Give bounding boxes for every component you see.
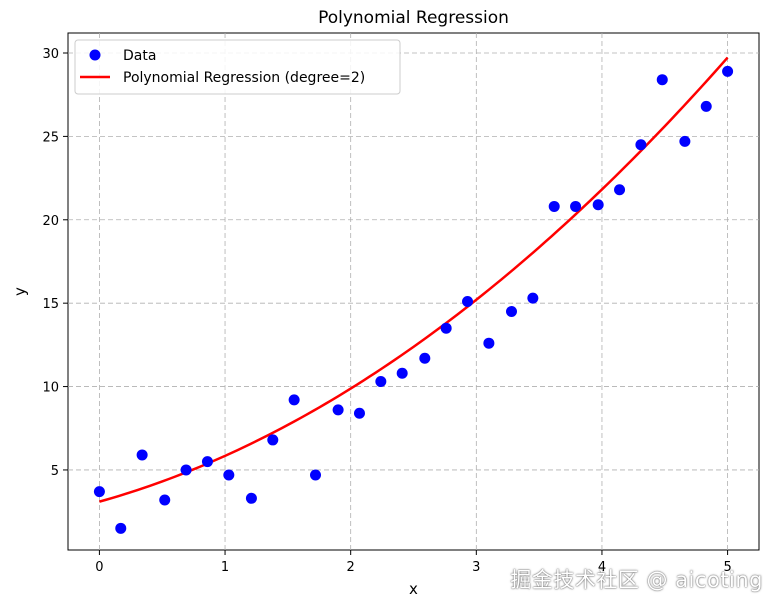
data-point: [375, 376, 387, 388]
data-point: [136, 449, 148, 461]
regression-line-group: [99, 56, 729, 503]
x-tick-label: 0: [95, 560, 103, 575]
x-tick-label: 2: [347, 560, 355, 575]
data-point: [159, 494, 171, 506]
data-point: [288, 394, 300, 406]
data-point: [462, 296, 474, 308]
legend-label-regression: Polynomial Regression (degree=2): [123, 70, 365, 86]
x-tick-label: 1: [221, 560, 229, 575]
data-point: [722, 65, 734, 77]
legend-box: [74, 39, 401, 95]
x-tick-label: 3: [472, 560, 480, 575]
axis-ticks: 0 1 2 3 4 5 5 10 15 20 25 30: [42, 47, 731, 575]
data-point: [93, 486, 105, 498]
x-tick-label: 4: [598, 560, 606, 575]
data-point: [700, 100, 712, 112]
data-point: [570, 200, 582, 212]
y-tick-label: 5: [51, 464, 59, 479]
data-point: [396, 367, 408, 379]
plot-area: [67, 32, 760, 551]
legend-marker-data: [89, 49, 101, 61]
data-point: [527, 292, 539, 304]
chart-title: Polynomial Regression: [318, 8, 509, 28]
y-tick-label: 25: [42, 130, 59, 145]
regression-line: [99, 56, 729, 503]
data-point: [635, 139, 647, 151]
data-point: [679, 135, 691, 147]
data-point: [180, 464, 192, 476]
data-point: [201, 456, 213, 468]
data-point: [332, 404, 344, 416]
data-point: [310, 469, 322, 481]
data-point: [548, 200, 560, 212]
data-point: [483, 337, 495, 349]
data-point: [245, 492, 257, 504]
data-point: [440, 322, 452, 334]
y-tick-label: 15: [42, 297, 59, 312]
y-tick-label: 10: [42, 381, 59, 396]
data-point: [353, 407, 365, 419]
data-point: [505, 306, 517, 318]
data-point: [419, 352, 431, 364]
data-point: [614, 184, 626, 196]
legend-label-data: Data: [123, 48, 156, 64]
watermark: 掘金技术社区 @ aicoting: [510, 568, 763, 592]
x-tick-label: 5: [723, 560, 731, 575]
data-point: [656, 74, 668, 86]
y-axis-label: y: [11, 287, 29, 296]
data-point: [223, 469, 235, 481]
y-tick-label: 30: [42, 47, 59, 62]
legend: Data Polynomial Regression (degree=2): [74, 39, 401, 95]
x-axis-label: x: [409, 580, 418, 598]
data-point: [115, 522, 127, 534]
gridlines: [68, 33, 759, 550]
data-point: [267, 434, 279, 446]
y-tick-label: 20: [42, 214, 59, 229]
data-points: [93, 65, 734, 534]
data-point: [592, 199, 604, 211]
